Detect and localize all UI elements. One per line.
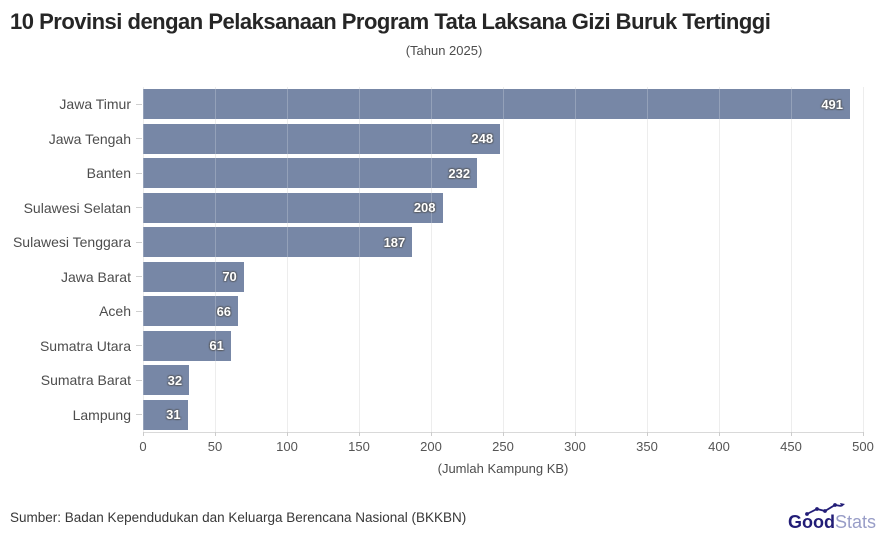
category-label: Sumatra Utara <box>39 337 131 354</box>
y-tick-mark <box>136 172 142 174</box>
bar-value-label: 70 <box>222 269 237 285</box>
y-tick-mark <box>136 414 142 416</box>
bar: 248 <box>143 123 501 154</box>
x-tick-label: 350 <box>636 439 658 454</box>
bar: 70 <box>143 261 244 292</box>
goodstats-logo: GoodStats <box>788 503 876 531</box>
x-tick-label: 100 <box>276 439 298 454</box>
category-label: Banten <box>86 165 131 182</box>
category-label: Jawa Tengah <box>48 130 131 147</box>
bar: 491 <box>143 89 851 120</box>
bar-value-label: 208 <box>413 200 436 216</box>
bar: 32 <box>143 365 190 396</box>
bar-value-label: 187 <box>383 234 406 250</box>
table-row: Sulawesi Tenggara 187 <box>0 225 888 260</box>
y-tick-mark <box>136 103 142 105</box>
bar: 208 <box>143 192 443 223</box>
x-tick-mark <box>503 432 504 436</box>
source-note: Sumber: Badan Kependudukan dan Keluarga … <box>10 509 467 525</box>
chart-title: 10 Provinsi dengan Pelaksanaan Program T… <box>10 9 771 34</box>
category-label: Lampung <box>72 406 131 423</box>
category-label: Sulawesi Selatan <box>23 199 131 216</box>
bar: 61 <box>143 330 231 361</box>
x-tick-label: 300 <box>564 439 586 454</box>
x-tick-mark <box>791 432 792 436</box>
x-tick-mark <box>863 432 864 436</box>
y-tick-mark <box>136 345 142 347</box>
x-axis: 0 50 100 150 200 250 300 350 400 450 500 <box>139 432 874 455</box>
bar-track: 61 <box>143 330 863 361</box>
table-row: Sumatra Barat 32 <box>0 363 888 398</box>
bar: 187 <box>143 227 413 258</box>
bar-track: 248 <box>143 123 863 154</box>
x-tick-mark <box>215 432 216 436</box>
bar-track: 70 <box>143 261 863 292</box>
category-label: Jawa Timur <box>59 96 131 113</box>
table-row: Aceh 66 <box>0 294 888 329</box>
x-tick-label: 50 <box>207 439 223 454</box>
bar-track: 32 <box>143 365 863 396</box>
x-tick-mark <box>287 432 288 436</box>
x-tick-label: 500 <box>852 439 874 454</box>
trendline-icon <box>805 503 845 516</box>
category-label: Sumatra Barat <box>40 372 131 389</box>
table-row: Sumatra Utara 61 <box>0 329 888 364</box>
logo-text-good: Good <box>787 512 835 532</box>
bar-value-label: 32 <box>167 372 183 388</box>
bar-value-label: 66 <box>216 303 232 319</box>
bar-value-label: 31 <box>166 407 181 423</box>
bar: 232 <box>143 158 478 189</box>
bar: 31 <box>143 399 188 430</box>
x-tick-mark <box>647 432 648 436</box>
bar-track: 66 <box>143 296 863 327</box>
bar-track: 31 <box>143 399 863 430</box>
logo-text-stats: Stats <box>834 512 876 532</box>
y-tick-mark <box>136 276 142 278</box>
table-row: Sulawesi Selatan 208 <box>0 191 888 226</box>
bar-track: 232 <box>143 158 863 189</box>
x-tick-mark <box>143 432 144 436</box>
x-tick-mark <box>431 432 432 436</box>
chart-subtitle: (Tahun 2025) <box>405 43 483 58</box>
bar-track: 208 <box>143 192 863 223</box>
table-row: Jawa Tengah 248 <box>0 122 888 157</box>
x-tick-label: 150 <box>348 439 370 454</box>
x-tick-mark <box>359 432 360 436</box>
y-tick-mark <box>136 310 142 312</box>
category-label: Sulawesi Tenggara <box>12 234 131 251</box>
table-row: Jawa Barat 70 <box>0 260 888 295</box>
y-tick-mark <box>136 138 142 140</box>
y-tick-mark <box>136 379 142 381</box>
x-tick-label: 250 <box>492 439 514 454</box>
x-tick-label: 400 <box>708 439 730 454</box>
x-tick-mark <box>575 432 576 436</box>
rows: Jawa Timur 491 Jawa Tengah 248 Banten 232 Sula… <box>0 87 888 432</box>
y-tick-mark <box>136 241 142 243</box>
y-tick-mark <box>136 207 142 209</box>
x-tick-mark <box>719 432 720 436</box>
x-tick-label: 450 <box>780 439 802 454</box>
bar-value-label: 61 <box>209 338 224 354</box>
bar-track: 187 <box>143 227 863 258</box>
bar-value-label: 491 <box>821 96 844 112</box>
bar: 66 <box>143 296 239 327</box>
bar-track: 491 <box>143 89 863 120</box>
bar-chart: Jawa Timur 491 Jawa Tengah 248 Banten 232 Sula… <box>0 87 888 433</box>
x-tick-label: 200 <box>420 439 442 454</box>
bar-value-label: 248 <box>471 131 494 147</box>
table-row: Lampung 31 <box>0 398 888 433</box>
category-label: Aceh <box>99 303 131 320</box>
table-row: Jawa Timur 491 <box>0 87 888 122</box>
bar-value-label: 232 <box>448 165 471 181</box>
category-label: Jawa Barat <box>60 268 131 285</box>
table-row: Banten 232 <box>0 156 888 191</box>
x-axis-label: (Jumlah Kampung KB) <box>437 461 569 476</box>
footer: Sumber: Badan Kependudukan dan Keluarga … <box>10 501 876 533</box>
x-tick-label: 0 <box>139 439 147 454</box>
